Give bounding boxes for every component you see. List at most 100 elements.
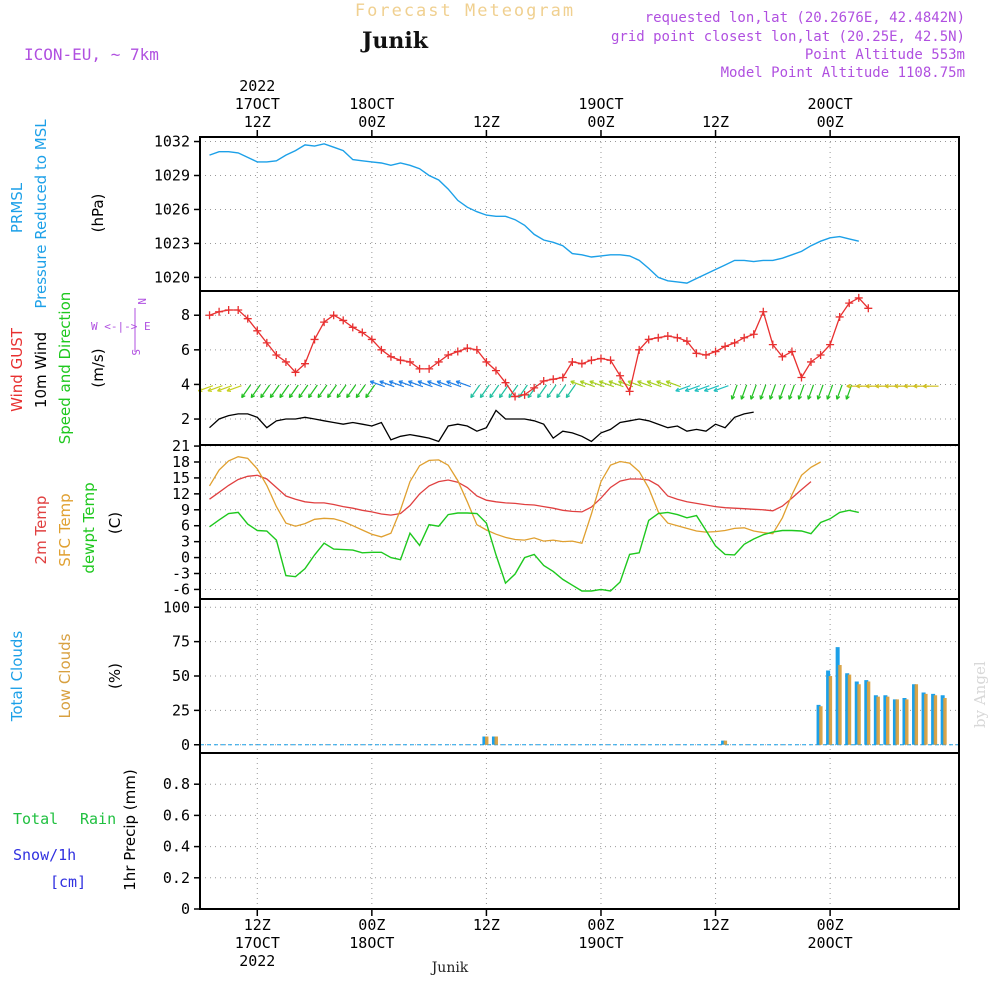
gust-marker xyxy=(281,357,290,366)
wind-arrow xyxy=(308,384,318,398)
wind-arrow-head xyxy=(470,393,475,399)
wind-panel: Wind GUST 10m Wind Speed and Direction (… xyxy=(8,290,960,446)
gust-marker xyxy=(549,375,558,384)
wind-arrow-head xyxy=(207,387,212,393)
wind-arrow xyxy=(327,384,337,398)
wind-arrow-head xyxy=(288,393,294,399)
total-cloud-bar xyxy=(835,647,840,745)
precip-frame xyxy=(199,752,960,910)
precip-unit: 1hr Precip (mm) xyxy=(121,769,139,890)
low-cloud-bar xyxy=(723,740,728,745)
bottom-axis-label: 18OCT xyxy=(349,934,394,952)
wind-arrow-head xyxy=(646,380,652,385)
wind-arrow-head xyxy=(913,383,918,389)
gust-marker xyxy=(864,304,873,313)
wind-arrow-head xyxy=(346,393,351,399)
gust-marker xyxy=(596,354,605,363)
total-cloud-bar xyxy=(845,673,850,745)
low-cloud-bar xyxy=(933,695,938,745)
gust-marker xyxy=(358,328,367,337)
gust-marker xyxy=(367,335,376,344)
y-tick-label: 6 xyxy=(181,341,190,359)
wind-arrow xyxy=(269,384,280,398)
wind-arrow xyxy=(417,380,433,388)
gust-marker xyxy=(253,326,262,335)
wind-arrow-head xyxy=(598,380,604,385)
pressure-line xyxy=(209,143,859,284)
wind-unit: (m/s) xyxy=(89,348,107,387)
low-cloud-bar xyxy=(828,676,833,745)
gust-marker xyxy=(501,378,510,387)
wind-arrow-head xyxy=(546,393,552,399)
wind-arrow-head xyxy=(894,383,899,389)
gust-marker xyxy=(606,356,615,365)
wind-arrow xyxy=(759,384,767,400)
gust-marker xyxy=(778,352,787,361)
wind-arrow xyxy=(826,384,834,400)
wind-arrow xyxy=(537,384,547,398)
wind-arrow-head xyxy=(298,393,303,399)
gridpoint-coords: grid point closest lon,lat (20.25E, 42.5… xyxy=(611,29,965,45)
gust-marker xyxy=(205,311,214,320)
wind-arrow-head xyxy=(627,380,633,385)
gust-marker xyxy=(377,345,386,354)
wind-arrow-head xyxy=(427,380,432,385)
wind-arrow xyxy=(279,384,290,398)
total-rain-label-2: Rain xyxy=(80,810,116,828)
gust-marker xyxy=(386,352,395,361)
wind-arrow-head xyxy=(250,393,256,399)
wind-arrow-head xyxy=(269,393,275,399)
footer-location: Junik xyxy=(430,960,469,976)
gust-marker xyxy=(663,331,672,340)
wind-arrow xyxy=(685,385,700,392)
wind-arrow xyxy=(788,384,795,400)
top-axis-label: 20OCT xyxy=(808,95,853,113)
total-cloud-bar xyxy=(864,680,869,745)
y-tick-label: 2 xyxy=(181,410,190,428)
y-tick-label: 0.6 xyxy=(163,806,190,824)
wind-arrow-head xyxy=(556,393,561,399)
wind-arrow-head xyxy=(807,395,812,400)
y-tick-label: 3 xyxy=(181,533,190,551)
wind-arrow xyxy=(565,384,576,398)
wind-arrow-head xyxy=(379,380,384,385)
pressure-label-2: Pressure Reduced to MSL xyxy=(32,119,50,309)
wind-arrow-head xyxy=(307,393,313,399)
wind-arrow xyxy=(637,380,653,388)
wind-arrow xyxy=(570,380,586,388)
gust-marker xyxy=(635,345,644,354)
wind-arrow xyxy=(713,385,729,392)
y-tick-label: 12 xyxy=(172,485,190,503)
model-altitude: Model Point Altitude 1108.75m xyxy=(721,65,965,81)
gust-marker xyxy=(491,366,500,375)
bottom-axis-label: 20OCT xyxy=(808,934,853,952)
wind-arrow-head xyxy=(589,380,594,385)
wind-arrow xyxy=(589,380,605,388)
gust-marker xyxy=(768,340,777,349)
low-cloud-bar xyxy=(819,706,823,745)
wind-arrow xyxy=(836,384,843,400)
wind-arrow-head xyxy=(845,395,850,400)
gust-marker xyxy=(654,333,663,342)
bottom-axis-label: 12Z xyxy=(702,916,729,934)
y-tick-label: 21 xyxy=(172,437,190,455)
wind-arrow-head xyxy=(336,393,341,399)
wind-arrow-head xyxy=(740,395,745,400)
gust-marker xyxy=(415,364,424,373)
low-cloud-bar xyxy=(924,693,928,745)
gust-marker xyxy=(406,357,415,366)
y-tick-label: 4 xyxy=(181,375,190,393)
wind-arrow xyxy=(845,384,853,400)
wind-arrow xyxy=(346,384,357,398)
gust-marker xyxy=(472,345,481,354)
wind-arrow-head xyxy=(570,380,575,385)
wind-arrow-head xyxy=(498,393,504,399)
wind-arrow xyxy=(298,384,309,398)
gust-marker xyxy=(692,349,701,358)
wind-arrow xyxy=(750,384,757,400)
wind-arrow-head xyxy=(675,387,680,393)
wind-arrow-head xyxy=(816,395,822,400)
wind-arrow-head xyxy=(565,393,571,399)
gust-marker xyxy=(339,316,348,325)
